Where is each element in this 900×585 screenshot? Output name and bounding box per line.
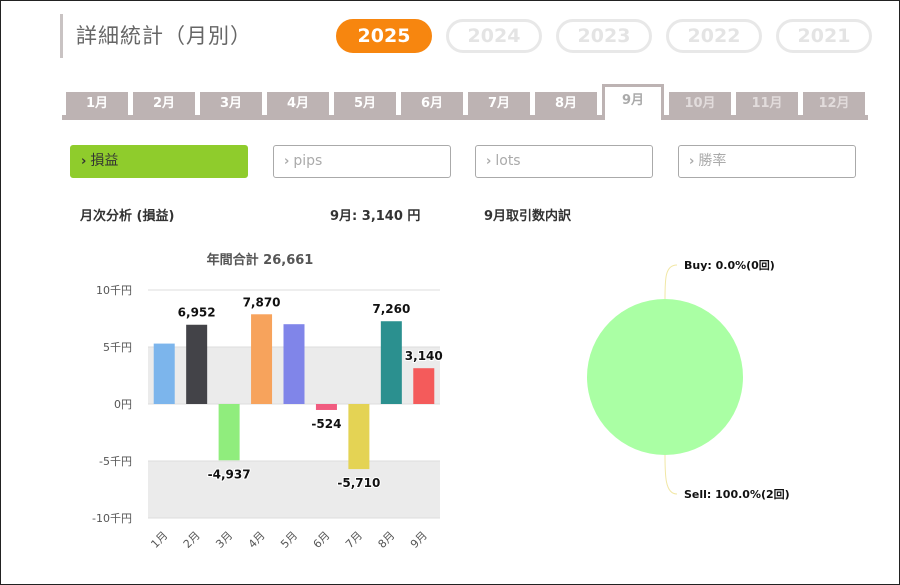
monthly-pnl-bar-chart: 年間合計 26,661 10千円 5千円 0円 -5千円 -10千円 1月 6,952 2月 -4… [92,252,444,551]
data-label-6: -524 [311,417,341,431]
month-tab-7[interactable]: 7月 [468,92,530,115]
y-tick-label-0: 10千円 [96,284,132,297]
bar-2 [186,324,208,404]
trade-breakdown-pie-chart: Buy: 0.0%(0回) Sell: 100.0%(2回) [587,258,790,501]
month-tab-9[interactable]: 9月 [602,84,664,120]
y-tick-label-4: -10千円 [92,512,132,525]
x-tick-label-5: 5月 [278,529,300,551]
monthly-analysis-label: 月次分析 (損益) [80,209,175,224]
month-tab-1[interactable]: 1月 [66,92,128,115]
x-tick-label-2: 2月 [181,529,203,551]
x-tick-label-6: 6月 [311,529,333,551]
data-label-4: 7,870 [243,295,281,309]
year-tabs: 2025 2024 2023 2022 2021 [336,19,872,53]
bar-8 [380,321,402,404]
month-value: 9月: 3,140 円 [330,209,421,224]
bar-3 [218,404,240,461]
y-tick-label-3: -5千円 [99,455,132,468]
bar-7 [348,404,370,470]
bar-5 [283,324,305,404]
bar-4 [251,314,273,404]
x-tick-label-3: 3月 [213,529,235,551]
trade-breakdown-label: 9月取引数内訳 [484,209,572,224]
chevron-right-icon: › [81,154,87,169]
pie-label-buy: Buy: 0.0%(0回) [684,258,775,272]
month-tabs: 1月 2月 3月 4月 5月 6月 7月 8月 9月 10月 11月 12月 [62,84,868,120]
month-tab-11[interactable]: 11月 [736,92,798,115]
bar-9 [413,368,435,404]
metric-label-pips: pips [293,153,323,169]
month-tab-3[interactable]: 3月 [200,92,262,115]
pie-slice-2 [587,299,743,455]
data-label-3: -4,937 [208,467,251,481]
bar-6 [315,404,337,410]
pie-label-sell: Sell: 100.0%(2回) [684,487,790,501]
data-label-2: 6,952 [178,306,216,320]
data-label-8: 7,260 [372,302,410,316]
year-tab-2022[interactable]: 2022 [666,19,762,53]
month-tab-2[interactable]: 2月 [133,92,195,115]
chevron-right-icon: › [284,154,290,169]
y-tick-label-1: 5千円 [103,341,132,354]
bar-1 [153,343,175,404]
year-tab-2023[interactable]: 2023 [556,19,652,53]
data-label-9: 3,140 [405,349,443,363]
chevron-right-icon: › [689,154,695,169]
metric-label-pnl: 損益 [90,153,119,169]
chart-title: 年間合計 26,661 [207,252,314,268]
data-label-7: -5,710 [337,476,380,490]
x-tick-label-8: 8月 [376,529,398,551]
plot-band-1 [148,461,440,518]
y-tick-label-2: 0円 [114,398,132,411]
metric-label-lots: lots [495,153,521,169]
metric-button-winrate[interactable]: › 勝率 [678,145,856,178]
page-title: 詳細統計（月別） [60,14,252,58]
year-tab-2021[interactable]: 2021 [776,19,872,53]
connector-sell [664,454,678,495]
month-tab-8[interactable]: 8月 [535,92,597,115]
metric-button-lots[interactable]: › lots [475,145,653,178]
year-tab-2025[interactable]: 2025 [336,19,432,53]
month-tab-12[interactable]: 12月 [803,92,865,115]
month-tab-5[interactable]: 5月 [334,92,396,115]
x-tick-label-9: 9月 [408,529,430,551]
month-tab-6[interactable]: 6月 [401,92,463,115]
metric-button-pips[interactable]: › pips [273,145,451,178]
month-tab-4[interactable]: 4月 [267,92,329,115]
x-tick-label-7: 7月 [343,529,365,551]
x-tick-label-1: 1月 [148,529,170,551]
connector-buy [664,264,678,300]
metric-label-winrate: 勝率 [698,153,727,169]
month-tab-10[interactable]: 10月 [669,92,731,115]
metric-button-pnl[interactable]: › 損益 [70,145,248,178]
chevron-right-icon: › [486,154,492,169]
year-tab-2024[interactable]: 2024 [446,19,542,53]
x-tick-label-4: 4月 [246,529,268,551]
